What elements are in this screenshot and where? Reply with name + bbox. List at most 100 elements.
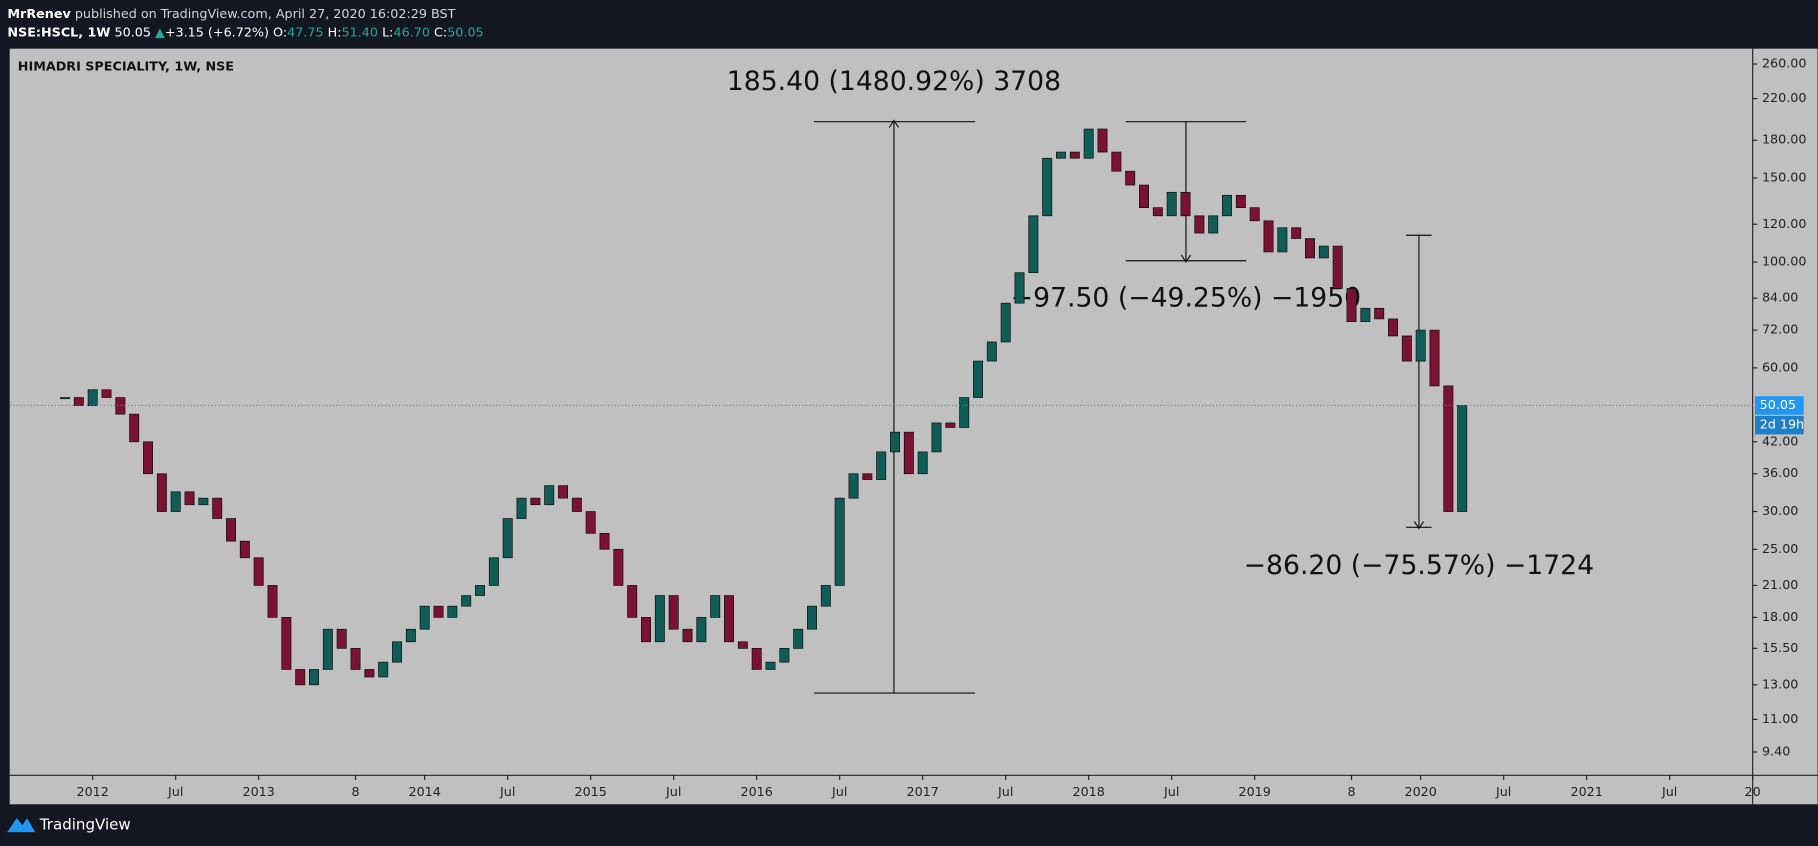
candle xyxy=(571,497,582,512)
annotation: −86.20 (−75.57%) −1724 xyxy=(1244,550,1594,581)
candle xyxy=(765,661,776,670)
x-tick-label: 2017 xyxy=(906,785,938,800)
candle xyxy=(475,585,486,596)
y-tick-label: 120.00 xyxy=(1762,217,1807,232)
change: +3.15 (+6.72%) xyxy=(165,25,269,40)
candle xyxy=(226,518,237,542)
candle xyxy=(1180,191,1191,217)
ohlc-key: H: xyxy=(328,25,342,40)
candle xyxy=(1056,151,1067,159)
candle xyxy=(461,595,472,607)
x-tick-label: 2021 xyxy=(1570,785,1602,800)
measure-3 xyxy=(1406,234,1432,530)
y-tick-label: 60.00 xyxy=(1762,360,1798,375)
candle xyxy=(1014,272,1025,304)
x-tick-label: 2016 xyxy=(740,785,772,800)
x-tick-label: Jul xyxy=(1661,785,1677,800)
candle xyxy=(184,491,195,506)
candle xyxy=(73,397,84,407)
candle xyxy=(1457,405,1468,512)
candle xyxy=(599,533,610,550)
candle xyxy=(710,595,721,618)
candle xyxy=(1374,307,1385,320)
symbol: NSE:HSCL, 1W xyxy=(7,25,110,40)
y-tick-label: 100.00 xyxy=(1762,255,1807,270)
measure-2 xyxy=(1125,121,1247,263)
candle xyxy=(101,389,112,398)
candle xyxy=(1208,215,1219,234)
x-tick-label: Jul xyxy=(665,785,681,800)
candle xyxy=(405,628,416,643)
candle xyxy=(1429,329,1440,387)
candle xyxy=(309,669,320,686)
candle xyxy=(682,628,693,643)
candle xyxy=(1443,385,1454,512)
candle xyxy=(585,511,596,534)
candle xyxy=(848,473,859,499)
candle xyxy=(419,605,430,630)
candle xyxy=(1415,329,1426,362)
candle xyxy=(959,397,970,428)
candles xyxy=(60,128,1468,686)
candle xyxy=(1166,191,1177,217)
y-tick-label: 9.40 xyxy=(1762,744,1790,759)
candle xyxy=(931,422,942,453)
y-tick-label: 18.00 xyxy=(1762,610,1798,625)
x-tick-label: 8 xyxy=(351,785,359,800)
y-tick-label: 150.00 xyxy=(1762,171,1807,186)
x-tick-label: Jul xyxy=(831,785,847,800)
x-tick-label: 2013 xyxy=(242,785,274,800)
candle xyxy=(793,628,804,649)
candle xyxy=(973,360,984,398)
candle xyxy=(364,669,375,678)
candle xyxy=(447,605,458,618)
x-tick-label: 2020 xyxy=(1404,785,1436,800)
candle xyxy=(198,497,209,506)
x-tick-label: 2015 xyxy=(574,785,606,800)
y-tick-label: 42.00 xyxy=(1762,434,1798,449)
measure-arrow xyxy=(1413,521,1425,530)
brand: TradingView xyxy=(39,816,131,834)
candle xyxy=(392,641,403,663)
candle xyxy=(751,648,762,670)
header-line-2: NSE:HSCL, 1W 50.05 ▲+3.15 (+6.72%) O:47.… xyxy=(7,25,483,40)
last-price-box xyxy=(1755,396,1804,415)
candle xyxy=(917,451,928,475)
candle xyxy=(1332,245,1343,289)
annotation: −97.50 (−49.25%) −1950 xyxy=(1011,282,1361,313)
x-tick-label: 2019 xyxy=(1238,785,1270,800)
candle xyxy=(1346,288,1357,322)
x-tick-label: 2018 xyxy=(1072,785,1104,800)
published: published on TradingView.com, April 27, … xyxy=(75,6,456,21)
candle xyxy=(1083,128,1094,159)
candle xyxy=(737,641,748,649)
y-tick-label: 13.00 xyxy=(1762,677,1798,692)
candle xyxy=(336,628,347,649)
ohlc-key: L: xyxy=(382,25,393,40)
candle xyxy=(862,473,873,480)
y-tick-label: 72.00 xyxy=(1762,323,1798,338)
y-tick-label: 25.00 xyxy=(1762,542,1798,557)
countdown-box xyxy=(1755,415,1804,435)
y-tick-label: 180.00 xyxy=(1762,133,1807,148)
candle xyxy=(1000,302,1011,343)
candle xyxy=(1388,318,1399,337)
x-tick-label: 2014 xyxy=(408,785,440,800)
candle xyxy=(544,485,555,506)
ohlc-value: 50.05 xyxy=(447,25,483,40)
candle xyxy=(1111,151,1122,172)
y-tick-label: 21.00 xyxy=(1762,578,1798,593)
countdown: 2d 19h xyxy=(1760,418,1805,433)
y-tick-label: 15.50 xyxy=(1762,641,1798,656)
candle xyxy=(239,540,250,559)
candle xyxy=(558,485,569,499)
candle xyxy=(87,389,98,407)
candle xyxy=(1401,335,1412,362)
y-tick-label: 220.00 xyxy=(1762,91,1807,106)
y-tick-label: 11.00 xyxy=(1762,712,1798,727)
candle xyxy=(1069,151,1080,159)
y-tick-label: 30.00 xyxy=(1762,504,1798,519)
candle xyxy=(724,595,735,643)
